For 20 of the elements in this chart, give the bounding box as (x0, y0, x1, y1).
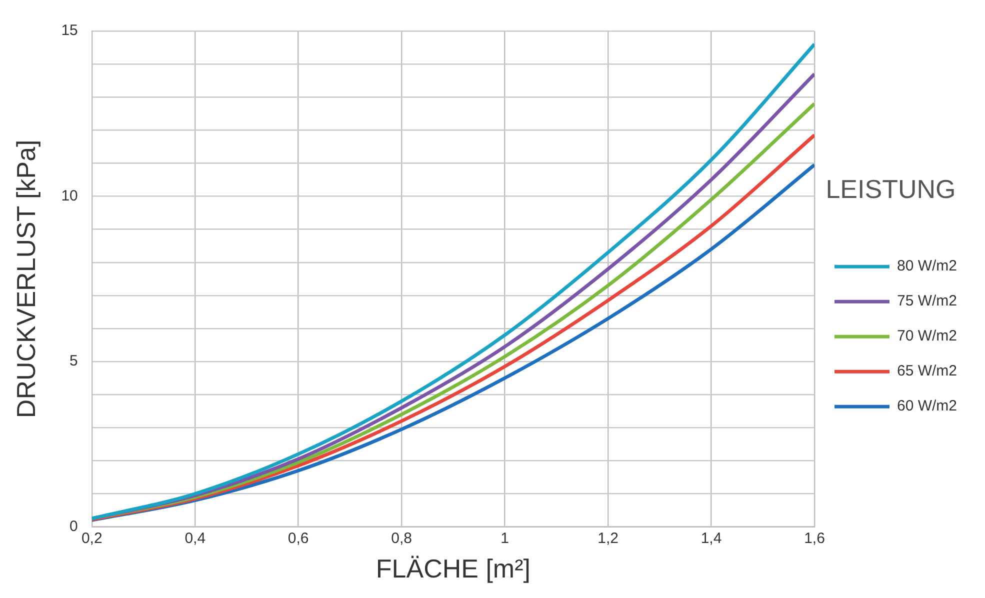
x-tick-label: 1 (500, 530, 509, 547)
y-tick-label: 5 (70, 352, 78, 370)
x-tick-label: 0,8 (391, 530, 412, 547)
legend-label: 80 W/m2 (896, 258, 957, 275)
x-tick-label: 1,2 (598, 530, 618, 547)
legend-label: 60 W/m2 (896, 398, 957, 415)
x-tick-label: 1,6 (804, 530, 825, 547)
y-tick-label: 15 (61, 22, 78, 40)
x-tick-label: 0,2 (81, 530, 102, 547)
y-tick-label: 10 (61, 187, 78, 204)
x-tick-label: 0,6 (288, 530, 309, 547)
x-tick-label: 1,4 (700, 530, 722, 547)
x-axis-title: FLÄCHE [m²] (376, 554, 530, 584)
y-tick-label: 0 (70, 518, 78, 535)
x-tick-label: 0,4 (184, 530, 206, 547)
legend-title: LEISTUNG (826, 174, 956, 204)
legend-label: 70 W/m2 (896, 328, 957, 345)
y-axis-title: DRUCKVERLUST [kPa] (10, 140, 41, 418)
legend-label: 65 W/m2 (896, 362, 957, 380)
legend-label: 75 W/m2 (896, 292, 957, 310)
